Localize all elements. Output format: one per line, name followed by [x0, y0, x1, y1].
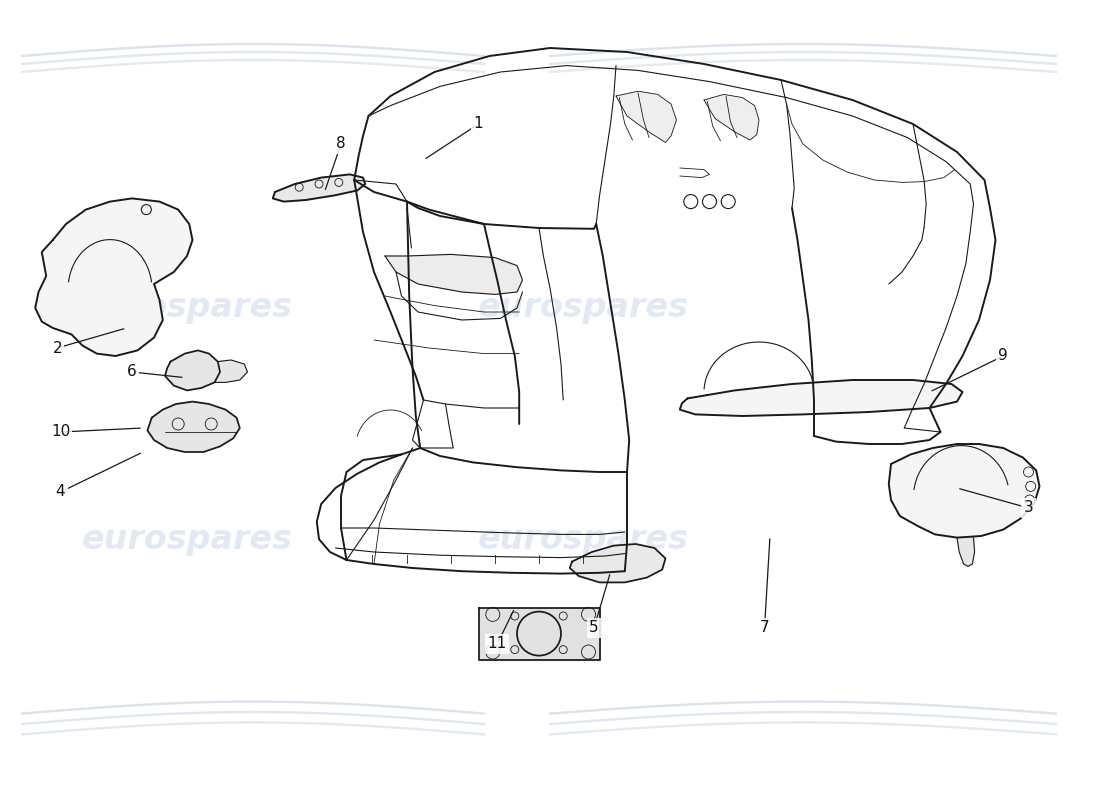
- Polygon shape: [478, 608, 600, 660]
- Polygon shape: [616, 91, 676, 142]
- Polygon shape: [147, 402, 240, 452]
- Polygon shape: [273, 174, 365, 202]
- Text: 8: 8: [337, 137, 345, 151]
- Text: eurospares: eurospares: [81, 291, 293, 325]
- Text: 2: 2: [53, 341, 62, 355]
- Polygon shape: [385, 254, 522, 294]
- Text: eurospares: eurospares: [81, 523, 293, 557]
- Polygon shape: [889, 444, 1040, 538]
- Text: 5: 5: [590, 621, 598, 635]
- Polygon shape: [680, 380, 962, 416]
- Polygon shape: [214, 360, 248, 382]
- Text: eurospares: eurospares: [477, 291, 689, 325]
- Text: 6: 6: [128, 365, 136, 379]
- Text: 11: 11: [487, 637, 507, 651]
- Text: 7: 7: [760, 621, 769, 635]
- Text: 1: 1: [474, 117, 483, 131]
- Polygon shape: [165, 350, 220, 390]
- Text: 3: 3: [1024, 501, 1033, 515]
- Polygon shape: [704, 94, 759, 140]
- Text: 9: 9: [999, 349, 1008, 363]
- Polygon shape: [35, 198, 192, 356]
- Polygon shape: [957, 538, 975, 566]
- Text: 10: 10: [51, 425, 70, 439]
- Text: 4: 4: [56, 485, 65, 499]
- Text: eurospares: eurospares: [477, 523, 689, 557]
- Polygon shape: [570, 544, 666, 582]
